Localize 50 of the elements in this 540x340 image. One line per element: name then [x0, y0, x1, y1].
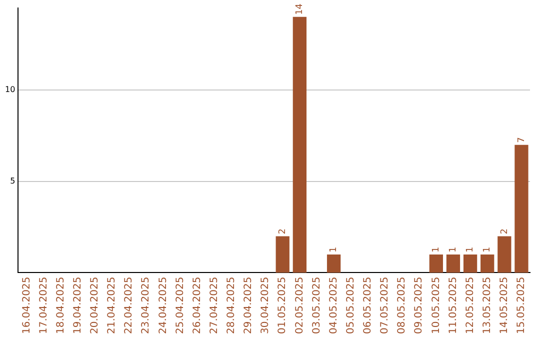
x-tick-label: 05.05.2025 [345, 276, 356, 334]
x-tick-label: 12.05.2025 [464, 276, 476, 334]
x-tick-label: 20.04.2025 [90, 276, 101, 334]
x-tick-label: 25.04.2025 [174, 276, 186, 334]
data-label: 1 [329, 246, 340, 252]
bar [446, 254, 460, 273]
x-tick-label: 21.04.2025 [106, 276, 118, 334]
x-tick-label: 08.05.2025 [396, 276, 408, 334]
data-label: 14 [295, 3, 306, 15]
bar [326, 254, 341, 273]
bar [276, 236, 290, 273]
x-tick-label: 02.05.2025 [294, 276, 306, 334]
x-tick-label: 03.05.2025 [311, 276, 322, 334]
x-tick-label: 04.05.2025 [328, 276, 340, 334]
x-tick-label: 28.04.2025 [226, 276, 238, 334]
x-tick-label: 17.04.2025 [38, 276, 50, 334]
x-tick-label: 06.05.2025 [362, 276, 374, 334]
x-tick-label: 29.04.2025 [243, 276, 254, 334]
x-tick-label: 11.05.2025 [448, 276, 459, 334]
data-label: 1 [482, 246, 493, 252]
bar [429, 254, 443, 273]
x-tick-label: 23.04.2025 [140, 276, 152, 334]
data-label: 7 [516, 137, 527, 143]
data-label: 1 [432, 246, 442, 252]
bar [463, 254, 478, 273]
x-tick-label: 18.04.2025 [55, 276, 66, 334]
y-tick-label: 10 [4, 85, 16, 94]
bar [480, 254, 494, 273]
x-tick-label: 07.05.2025 [380, 276, 391, 334]
x-tick-label: 19.04.2025 [72, 276, 84, 334]
data-label: 1 [466, 246, 476, 252]
x-tick-label: 16.04.2025 [21, 276, 32, 334]
bar [292, 16, 307, 273]
data-label: 1 [448, 246, 459, 252]
x-tick-label: 30.04.2025 [260, 276, 272, 334]
x-tick-label: 24.04.2025 [158, 276, 169, 334]
bar [498, 236, 512, 273]
x-tick-label: 13.05.2025 [482, 276, 493, 334]
x-tick-label: 26.04.2025 [192, 276, 203, 334]
x-tick-label: 14.05.2025 [499, 276, 510, 334]
x-tick-label: 01.05.2025 [277, 276, 288, 334]
x-tick-label: 15.05.2025 [516, 276, 528, 334]
y-tick-label: 5 [10, 176, 16, 186]
x-tick-label: 27.04.2025 [208, 276, 220, 334]
data-label: 2 [278, 228, 288, 234]
bar [514, 144, 528, 273]
data-label: 2 [500, 228, 510, 234]
x-tick-label: 10.05.2025 [430, 276, 442, 334]
x-tick-label: 09.05.2025 [414, 276, 425, 334]
x-tick-label: 22.04.2025 [124, 276, 135, 334]
